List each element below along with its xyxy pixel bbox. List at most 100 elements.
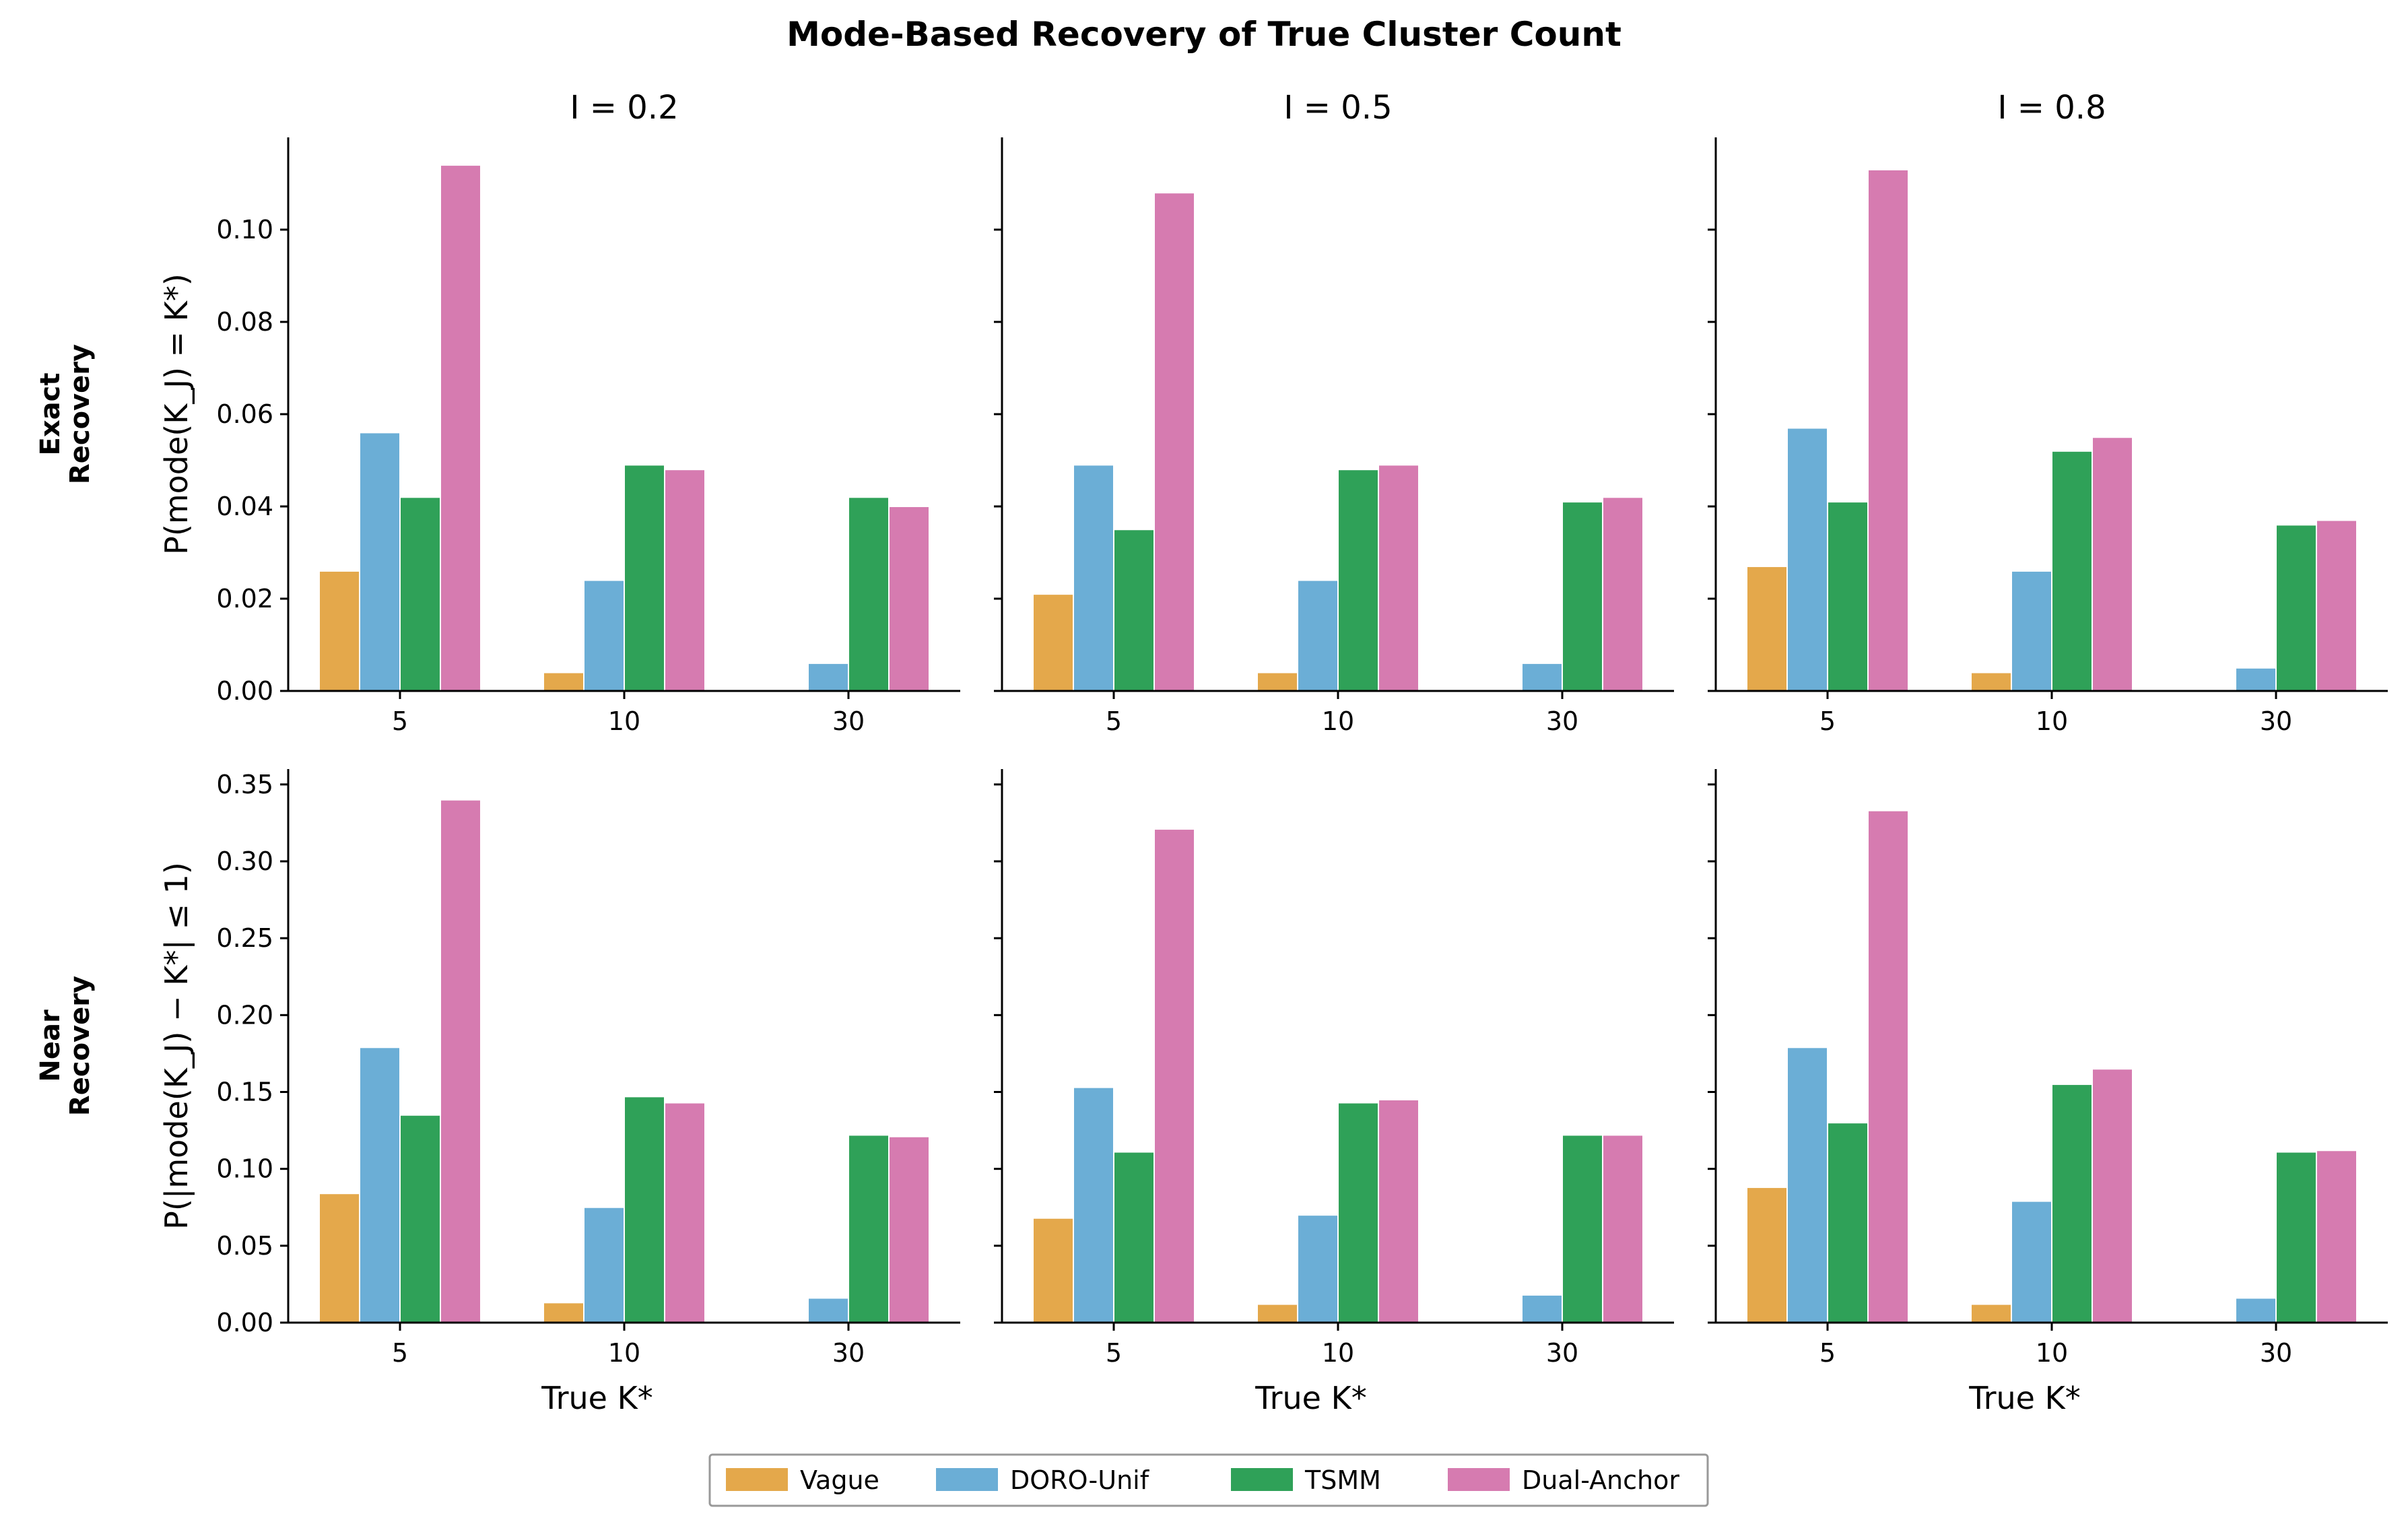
x-tick-label: 5 xyxy=(1819,1338,1836,1368)
x-axis-label: True K* xyxy=(1968,1380,2081,1416)
bar-dual-anchor-30 xyxy=(1602,1134,1644,1324)
bar-tsmm-30 xyxy=(1562,501,1603,692)
y-tick-label: 0.10 xyxy=(216,215,273,244)
y-tick-label: 0.30 xyxy=(216,847,273,876)
y-tick-label: 0.00 xyxy=(216,1308,273,1337)
bar-vague-5 xyxy=(1032,1217,1074,1323)
bar-vague-10 xyxy=(1257,671,1298,692)
bar-tsmm-10 xyxy=(624,1096,665,1323)
panel-r0-c2: I = 0.8 5 10 30 xyxy=(1708,89,2388,736)
panel-r0-c0: I = 0.2 0.00 0.02 0.04 0.06 0.08 0.10 5 10 30 xyxy=(216,89,960,736)
row-label: NearRecovery xyxy=(35,976,96,1116)
x-tick-label: 5 xyxy=(1106,1338,1122,1368)
x-tick-label: 10 xyxy=(2036,706,2068,736)
bar-dual-anchor-30 xyxy=(2316,519,2357,692)
y-tick-label: 0.35 xyxy=(216,770,273,799)
legend-swatch xyxy=(726,1468,788,1491)
y-tick-label: 0.15 xyxy=(216,1077,273,1107)
y-tick-label: 0.10 xyxy=(216,1154,273,1184)
row-label: ExactRecovery xyxy=(35,344,96,484)
bar-doro-unif-10 xyxy=(583,1206,625,1323)
x-tick-label: 30 xyxy=(832,706,865,736)
bar-vague-10 xyxy=(1970,671,2012,692)
bar-dual-anchor-10 xyxy=(1378,1098,1419,1323)
bar-dual-anchor-5 xyxy=(440,164,481,692)
bar-tsmm-10 xyxy=(2051,450,2093,692)
x-tick-label: 10 xyxy=(2036,1338,2068,1368)
chart-title: Mode-Based Recovery of True Cluster Coun… xyxy=(787,15,1621,54)
bar-dual-anchor-5 xyxy=(1153,192,1195,692)
bar-doro-unif-10 xyxy=(2011,570,2052,692)
x-tick-label: 10 xyxy=(1322,706,1354,736)
bar-dual-anchor-30 xyxy=(1602,496,1644,692)
bar-doro-unif-30 xyxy=(2235,667,2277,692)
bar-vague-10 xyxy=(1970,1303,2012,1323)
legend-swatch xyxy=(1231,1468,1293,1491)
column-title: I = 0.5 xyxy=(1283,89,1392,127)
y-tick-label: 0.02 xyxy=(216,584,273,613)
bar-doro-unif-10 xyxy=(583,579,625,692)
panel-r1-c1: 5 10 30 True K* xyxy=(994,769,1674,1416)
y-tick-label: 0.20 xyxy=(216,1000,273,1030)
bar-dual-anchor-5 xyxy=(1867,809,1909,1323)
bar-dual-anchor-5 xyxy=(1867,168,1909,692)
bar-tsmm-5 xyxy=(1827,1122,1869,1323)
bar-doro-unif-30 xyxy=(1521,662,1563,692)
y-axis-label: P(mode(K_J) = K*) xyxy=(158,273,195,555)
x-tick-label: 10 xyxy=(1322,1338,1354,1368)
y-tick-label: 0.25 xyxy=(216,923,273,953)
legend-label: Dual-Anchor xyxy=(1522,1465,1679,1495)
x-axis-label: True K* xyxy=(1255,1380,1367,1416)
bar-dual-anchor-10 xyxy=(2092,1068,2133,1323)
x-tick-label: 5 xyxy=(392,706,408,736)
y-tick-label: 0.00 xyxy=(216,676,273,706)
legend-frame xyxy=(708,1453,1709,1507)
bar-vague-10 xyxy=(543,1302,584,1323)
y-axis-label: P(|mode(K_J) − K*| ≤ 1) xyxy=(158,862,195,1230)
bar-dual-anchor-30 xyxy=(888,1135,930,1323)
bar-vague-10 xyxy=(543,671,584,692)
bar-dual-anchor-10 xyxy=(2092,436,2133,692)
bar-tsmm-5 xyxy=(1113,1151,1155,1324)
column-title: I = 0.2 xyxy=(570,89,678,127)
bar-dual-anchor-10 xyxy=(1378,464,1419,692)
bar-tsmm-10 xyxy=(1337,1102,1379,1323)
bar-vague-5 xyxy=(1746,1187,1788,1323)
bar-dual-anchor-5 xyxy=(1153,828,1195,1324)
legend-label: TSMM xyxy=(1304,1465,1381,1495)
bar-tsmm-30 xyxy=(2275,524,2317,692)
bar-vague-10 xyxy=(1257,1303,1298,1323)
bar-vague-5 xyxy=(1746,566,1788,692)
legend-label: Vague xyxy=(800,1465,879,1495)
row-label-line1: Near xyxy=(35,1009,66,1082)
bar-tsmm-30 xyxy=(2275,1151,2317,1324)
x-tick-label: 30 xyxy=(832,1338,865,1368)
x-tick-label: 5 xyxy=(1106,706,1122,736)
row-label-line2: Recovery xyxy=(65,344,96,484)
bar-doro-unif-30 xyxy=(807,662,849,692)
bar-doro-unif-30 xyxy=(807,1297,849,1324)
panel-r1-c0: 0.00 0.05 0.10 0.15 0.20 0.25 0.30 0.35 5 10 30 Tru… xyxy=(216,769,960,1416)
bar-dual-anchor-30 xyxy=(2316,1150,2357,1324)
legend: Vague DORO-Unif TSMM Dual-Anchor xyxy=(708,1453,1709,1507)
column-title: I = 0.8 xyxy=(1997,89,2106,127)
bar-doro-unif-5 xyxy=(1073,464,1114,692)
legend-swatch xyxy=(1448,1468,1510,1491)
x-tick-label: 10 xyxy=(608,706,640,736)
legend-label: DORO-Unif xyxy=(1010,1465,1150,1495)
x-tick-label: 30 xyxy=(1546,706,1578,736)
bar-doro-unif-5 xyxy=(1073,1086,1114,1324)
bar-tsmm-10 xyxy=(1337,469,1379,692)
y-tick-label: 0.05 xyxy=(216,1231,273,1261)
bar-doro-unif-5 xyxy=(359,432,401,692)
panel-r1-c2: 5 10 30 True K* xyxy=(1708,769,2388,1416)
bar-dual-anchor-10 xyxy=(664,469,706,692)
bar-tsmm-5 xyxy=(399,496,441,692)
x-tick-label: 30 xyxy=(1546,1338,1578,1368)
x-tick-label: 5 xyxy=(1819,706,1836,736)
bar-doro-unif-10 xyxy=(1297,579,1339,692)
bar-tsmm-5 xyxy=(1827,501,1869,692)
bar-doro-unif-30 xyxy=(2235,1297,2277,1324)
bar-doro-unif-30 xyxy=(1521,1294,1563,1324)
